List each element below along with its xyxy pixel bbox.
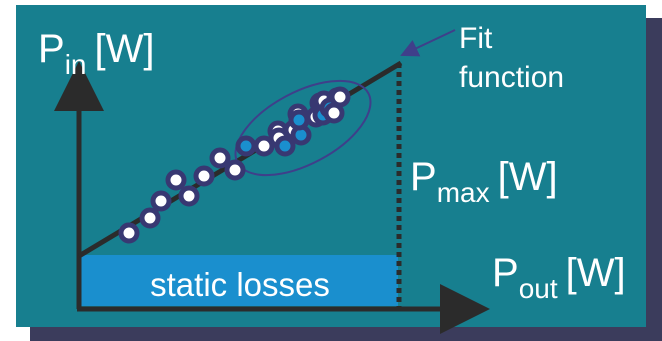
p-out-subscript: out <box>519 273 558 304</box>
p-max-label: Pmax [W] <box>410 155 558 208</box>
data-point <box>288 109 310 131</box>
data-point <box>274 135 296 157</box>
data-point <box>224 159 246 181</box>
static-losses-label: static losses <box>150 266 330 303</box>
p-max-subscript: max <box>437 177 490 208</box>
p-out-unit: [W] <box>566 251 626 295</box>
data-point <box>235 135 257 157</box>
data-point <box>150 190 172 212</box>
data-point <box>253 135 275 157</box>
p-out-symbol: P <box>492 251 519 295</box>
fit-label-line1: Fit <box>459 22 493 55</box>
data-point <box>118 222 140 244</box>
data-point <box>178 185 200 207</box>
p-in-subscript: in <box>65 49 87 80</box>
p-in-unit: [W] <box>94 27 154 71</box>
fit-label-line2: function <box>459 61 564 94</box>
data-points <box>118 86 351 244</box>
data-point <box>209 147 231 169</box>
p-max-unit: [W] <box>498 155 558 199</box>
data-point <box>193 165 215 187</box>
data-point <box>329 86 351 108</box>
static-losses-band <box>79 255 398 306</box>
fit-function-pointer-arrow <box>400 29 456 57</box>
p-out-label: Pout [W] <box>492 251 626 304</box>
p-in-label: Pin [W] <box>38 27 154 80</box>
p-max-symbol: P <box>410 155 437 199</box>
data-point <box>139 207 161 229</box>
p-in-symbol: P <box>38 27 65 71</box>
data-point <box>165 169 187 191</box>
